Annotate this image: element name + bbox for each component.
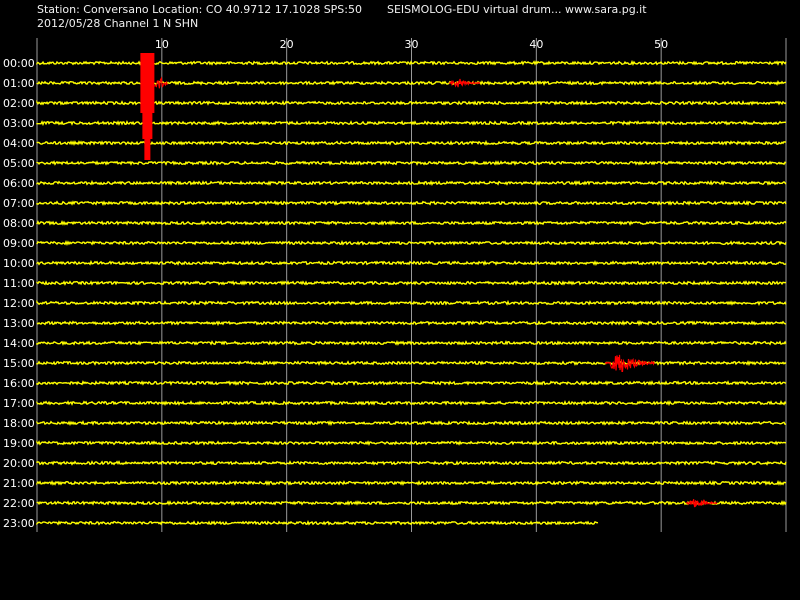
trace-row-2000: [36, 460, 787, 466]
trace-row-1500: [36, 359, 787, 367]
station-info: Station: Conversano Location: CO 40.9712…: [37, 3, 362, 16]
trace-row-1100: [36, 280, 787, 286]
row-label-0200: 02:00: [3, 97, 35, 110]
trace-row-0900: [36, 239, 787, 246]
row-label-0900: 09:00: [3, 237, 35, 250]
trace-row-1300: [36, 319, 787, 327]
row-label-1600: 16:00: [3, 377, 35, 390]
event-layer: [140, 53, 718, 508]
row-label-0000: 00:00: [3, 57, 35, 70]
row-label-0300: 03:00: [3, 117, 35, 130]
event-0100: [448, 78, 481, 88]
event-waveform: [685, 498, 718, 508]
trace-row-0300: [36, 120, 787, 127]
row-label-0600: 06:00: [3, 177, 35, 190]
row-label-2200: 22:00: [3, 497, 35, 510]
row-label-1100: 11:00: [3, 277, 35, 290]
row-label-1300: 13:00: [3, 317, 35, 330]
trace-row-2200: [36, 499, 787, 506]
row-label-1900: 19:00: [3, 437, 35, 450]
trace-row-0800: [36, 220, 787, 226]
trace-row-0400: [36, 139, 787, 146]
event-2200: [685, 498, 718, 508]
trace-row-0200: [36, 99, 787, 106]
row-label-2100: 21:00: [3, 477, 35, 490]
event-waveform: [605, 354, 655, 372]
event-coda: [154, 76, 168, 89]
grid-layer: [36, 38, 787, 532]
x-tick-labels: 10 20 30 40 50: [155, 38, 668, 51]
event-clipped-block: [140, 53, 155, 113]
date-channel-info: 2012/05/28 Channel 1 N SHN: [37, 17, 199, 30]
x-tick-label-20: 20: [280, 38, 294, 51]
header: Station: Conversano Location: CO 40.9712…: [0, 0, 800, 34]
trace-row-0500: [36, 160, 787, 166]
trace-row-2300: [36, 519, 599, 526]
event-clipped-tail: [142, 113, 153, 139]
trace-row-0100: [36, 79, 787, 86]
row-label-0400: 04:00: [3, 137, 35, 150]
event-waveform: [448, 78, 481, 88]
event-0000: [140, 53, 168, 160]
row-label-1500: 15:00: [3, 357, 35, 370]
row-labels: 00:00 01:00 02:00 03:00 04:00 05:00 06:00 07:00…: [3, 57, 35, 530]
trace-row-0600: [36, 179, 787, 187]
trace-row-0700: [36, 200, 787, 207]
trace-row-1600: [36, 380, 787, 386]
trace-row-1900: [36, 440, 787, 446]
x-tick-label-30: 30: [405, 38, 419, 51]
event-1500: [605, 354, 655, 372]
row-label-1800: 18:00: [3, 417, 35, 430]
trace-row-1000: [36, 259, 787, 267]
trace-row-1400: [36, 339, 787, 346]
x-tick-label-40: 40: [529, 38, 543, 51]
row-label-1200: 12:00: [3, 297, 35, 310]
trace-layer: [36, 59, 787, 526]
trace-row-0000: [36, 59, 787, 66]
row-label-0100: 01:00: [3, 77, 35, 90]
trace-row-1700: [36, 399, 787, 407]
x-tick-label-50: 50: [654, 38, 668, 51]
row-label-1700: 17:00: [3, 397, 35, 410]
row-label-0800: 08:00: [3, 217, 35, 230]
app-title: SEISMOLOG-EDU virtual drum... www.sara.p…: [387, 3, 647, 16]
trace-row-1200: [36, 299, 787, 307]
event-clipped-tail-2: [144, 139, 151, 160]
trace-row-1800: [36, 419, 786, 427]
row-label-1400: 14:00: [3, 337, 35, 350]
row-label-2000: 20:00: [3, 457, 35, 470]
row-label-1000: 10:00: [3, 257, 35, 270]
row-label-0500: 05:00: [3, 157, 35, 170]
x-tick-label-10: 10: [155, 38, 169, 51]
row-label-0700: 07:00: [3, 197, 35, 210]
row-label-2300: 23:00: [3, 517, 35, 530]
trace-row-2100: [36, 480, 787, 487]
